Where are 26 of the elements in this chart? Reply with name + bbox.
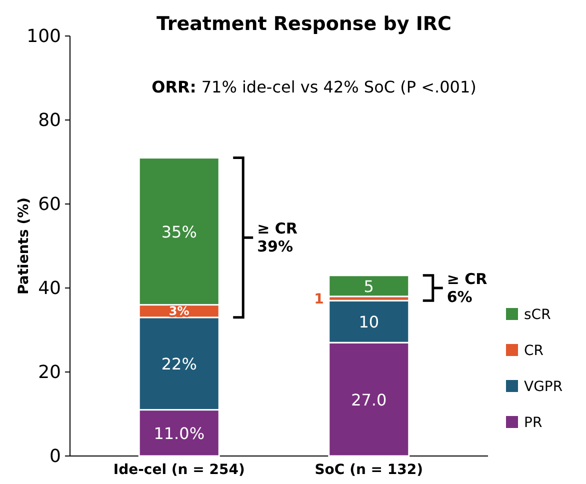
data-label: 10: [358, 312, 380, 332]
y-tick-label: 40: [38, 278, 61, 299]
chart-title: Treatment Response by IRC: [156, 13, 452, 35]
data-label: 3%: [168, 304, 190, 318]
y-tick-label: 60: [38, 194, 61, 215]
x-tick-label: SoC (n = 132): [314, 462, 424, 478]
legend-label: sCR: [524, 307, 552, 323]
data-label: 1: [314, 292, 324, 308]
legend-label: VGPR: [524, 379, 563, 395]
y-axis-title: Patients (%): [16, 197, 32, 295]
annotation: ≥ CR 39%: [257, 220, 298, 256]
x-tick-label: Ide-cel (n = 254): [113, 462, 245, 478]
data-label: 5: [364, 276, 374, 296]
data-label: 35%: [161, 222, 197, 242]
legend-label: PR: [524, 415, 542, 431]
data-label: 27.0: [351, 390, 387, 410]
data-label: 22%: [161, 354, 197, 374]
y-tick-label: 80: [38, 110, 61, 131]
y-tick-label: 0: [50, 446, 61, 467]
y-tick-label: 100: [26, 26, 61, 47]
legend-label: CR: [524, 343, 544, 359]
annotation: ORR: 71% ide-cel vs 42% SoC (P <.001): [152, 77, 476, 96]
y-tick-label: 20: [38, 362, 61, 383]
bar: [328, 274, 410, 298]
data-label: 11.0%: [154, 424, 205, 443]
annotation: ≥ CR 6%: [446, 270, 488, 306]
